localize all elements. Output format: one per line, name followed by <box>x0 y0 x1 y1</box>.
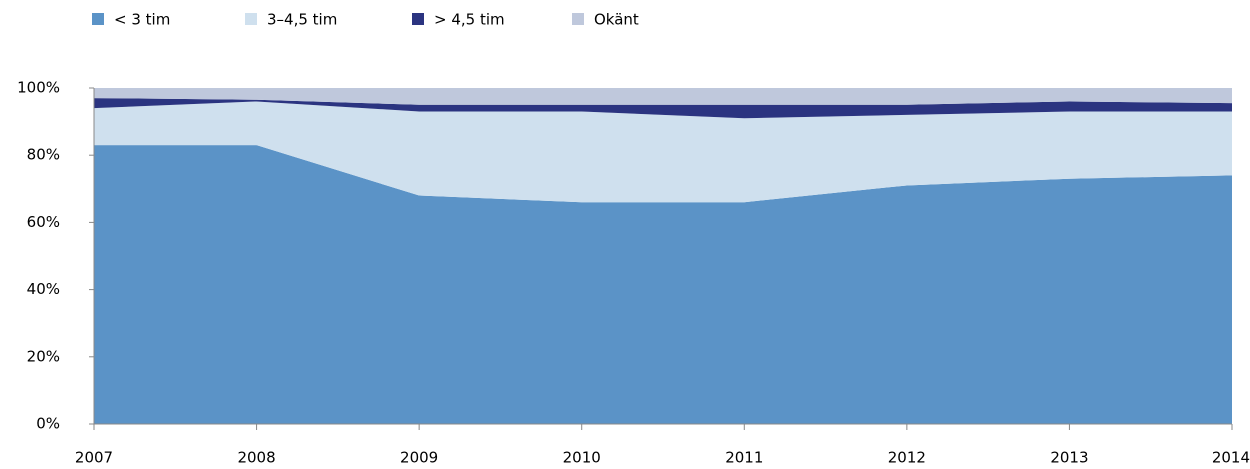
x-tick-label: 2008 <box>237 449 275 466</box>
area <box>94 101 1232 203</box>
y-tick-label: 20% <box>27 347 60 365</box>
y-tick-label: 0% <box>36 415 60 433</box>
x-tick-label: 2014 <box>1212 449 1250 466</box>
y-tick-label: 60% <box>27 213 60 231</box>
x-tick-label: 2010 <box>563 449 601 466</box>
y-tick-label: 40% <box>27 280 60 298</box>
legend-label: > 4,5 tim <box>434 11 505 29</box>
y-tick-label: 100% <box>17 79 60 97</box>
area <box>94 98 1232 119</box>
area <box>94 88 1232 105</box>
legend-swatch <box>412 13 424 25</box>
legend-swatch <box>572 13 584 25</box>
x-tick-label: 2009 <box>400 449 438 466</box>
y-tick-label: 80% <box>27 146 60 164</box>
area <box>94 145 1232 424</box>
x-tick-label: 2012 <box>888 449 926 466</box>
legend-label: 3–4,5 tim <box>267 11 337 29</box>
x-tick-label: 2011 <box>725 449 763 466</box>
legend-swatch <box>245 13 257 25</box>
legend-label: Okänt <box>594 11 639 29</box>
legend-swatch <box>92 13 104 25</box>
legend-label: < 3 tim <box>114 11 170 29</box>
x-tick-label: 2007 <box>75 449 113 466</box>
x-tick-label: 2013 <box>1050 449 1088 466</box>
